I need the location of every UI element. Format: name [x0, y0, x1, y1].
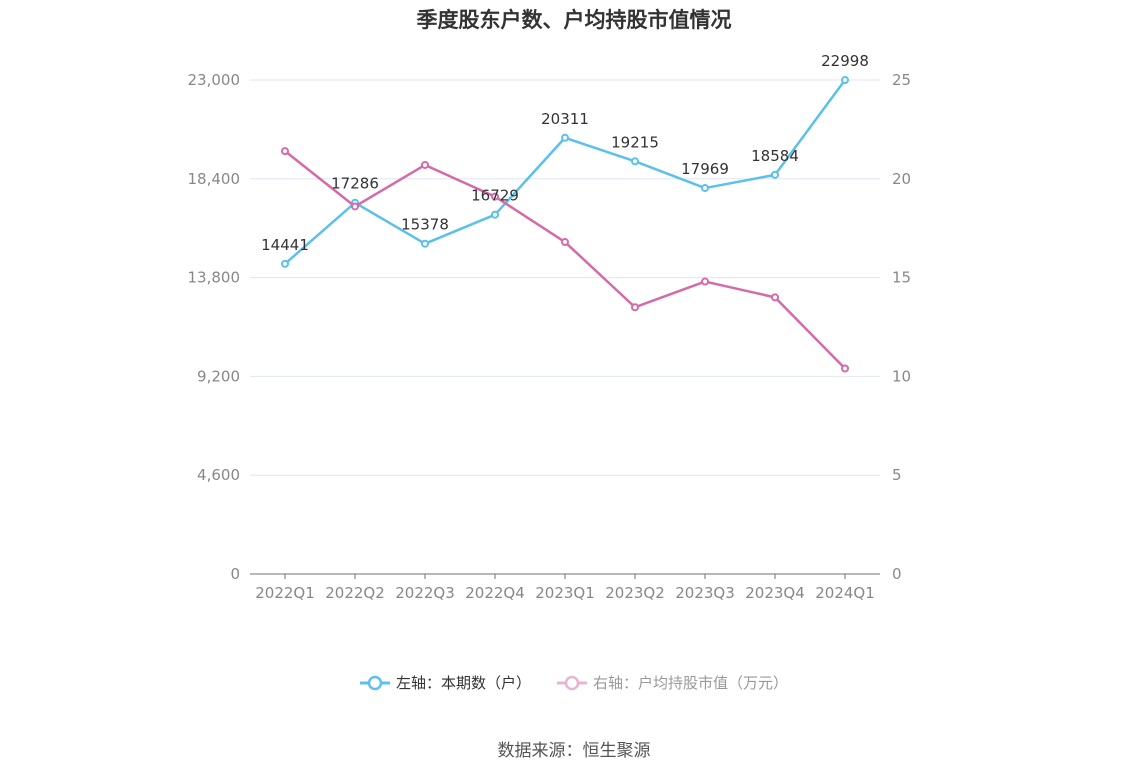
legend-item-left-series[interactable]: 左轴：本期数（户）: [359, 672, 531, 693]
series-line-left: [284, 79, 847, 265]
data-point-right: [701, 277, 709, 286]
data-point-right: [771, 293, 779, 302]
data-point-left: [631, 157, 639, 166]
y-right-tick-label: 25: [892, 71, 911, 89]
chart-legend: 左轴：本期数（户） 右轴：户均持股市值（万元）: [0, 672, 1148, 693]
data-point-right: [631, 303, 639, 312]
legend-label-right-series: 右轴：户均持股市值（万元）: [593, 674, 789, 692]
legend-line-marker-icon: [557, 675, 587, 690]
x-tick-label: 2023Q3: [675, 584, 735, 602]
y-right-tick-label: 10: [892, 367, 911, 385]
y-left-tick-label: 18,400: [188, 170, 241, 188]
data-point-left: [421, 239, 429, 248]
data-point-left: [771, 170, 779, 179]
x-tick-label: 2023Q1: [535, 584, 595, 602]
data-point-right: [491, 192, 499, 201]
data-point-right: [351, 202, 359, 211]
legend-label-left-series: 左轴：本期数（户）: [395, 674, 531, 692]
chart-title: 季度股东户数、户均持股市值情况: [416, 8, 732, 32]
data-label: 20311: [541, 110, 589, 128]
y-left-tick-label: 13,800: [188, 269, 241, 287]
data-point-left: [841, 76, 849, 85]
y-right-tick-label: 20: [892, 170, 911, 188]
data-label: 17286: [331, 175, 379, 193]
data-point-left: [561, 133, 569, 142]
x-tick-label: 2022Q1: [255, 584, 315, 602]
x-tick-label: 2023Q4: [745, 584, 805, 602]
data-point-left: [491, 210, 499, 219]
y-right-tick-label: 5: [892, 466, 902, 484]
y-right-tick-label: 15: [892, 269, 911, 287]
data-label: 15378: [401, 216, 449, 234]
data-point-left: [701, 184, 709, 193]
data-label: 22998: [821, 52, 869, 70]
data-label: 16729: [471, 187, 519, 205]
y-left-tick-label: 0: [230, 565, 240, 583]
x-tick-label: 2023Q2: [605, 584, 665, 602]
y-left-tick-label: 9,200: [197, 367, 240, 385]
data-point-left: [281, 259, 289, 268]
legend-line-marker-icon: [359, 675, 390, 690]
legend-item-right-series[interactable]: 右轴：户均持股市值（万元）: [557, 672, 788, 693]
data-label: 19215: [611, 133, 659, 151]
x-tick-label: 2022Q2: [325, 584, 385, 602]
data-label: 18584: [751, 147, 799, 165]
y-left-tick-label: 4,600: [197, 466, 240, 484]
x-tick-label: 2022Q4: [465, 584, 525, 602]
data-source-note: 数据来源：恒生聚源: [497, 741, 651, 761]
y-right-tick-label: 0: [892, 565, 902, 583]
data-label: 14441: [261, 236, 309, 254]
data-point-right: [841, 364, 849, 373]
data-label: 17969: [681, 160, 729, 178]
data-point-right: [281, 147, 289, 156]
x-tick-label: 2024Q1: [815, 584, 875, 602]
y-left-tick-label: 23,000: [188, 71, 241, 89]
data-point-right: [421, 160, 429, 169]
data-point-right: [561, 238, 569, 247]
x-tick-label: 2022Q3: [395, 584, 455, 602]
